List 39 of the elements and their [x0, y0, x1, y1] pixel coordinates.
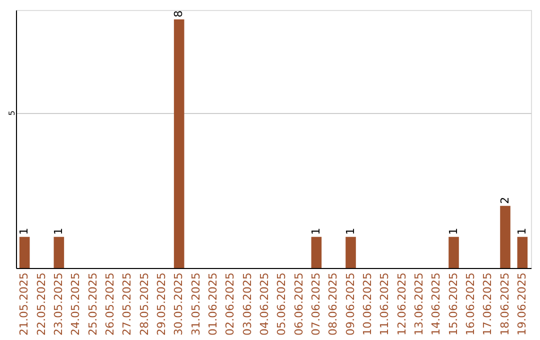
x-tick-label: 30.05.2025: [172, 272, 186, 336]
x-tick-label: 01.06.2025: [206, 272, 220, 336]
x-tick-label: 19.06.2025: [515, 272, 528, 336]
x-tick-label: 06.06.2025: [292, 272, 306, 336]
x-tick-label: 24.05.2025: [69, 272, 82, 336]
x-tick-label: 13.06.2025: [412, 272, 426, 336]
data-label: 8: [172, 10, 186, 18]
x-tick-label: 12.06.2025: [395, 272, 408, 336]
x-tick-label: 17.06.2025: [481, 272, 494, 336]
x-tick-label: 03.06.2025: [240, 272, 254, 336]
x-tick-label: 25.05.2025: [86, 272, 100, 336]
x-tick-label: 18.06.2025: [498, 272, 512, 336]
y-tick-label: 5: [8, 110, 16, 116]
data-label: 2: [498, 196, 512, 204]
x-tick-label: 10.06.2025: [360, 272, 374, 336]
data-label: 1: [515, 228, 528, 235]
x-tick-label: 22.05.2025: [34, 272, 48, 336]
x-tick-label: 04.06.2025: [258, 272, 271, 336]
data-label: 1: [344, 228, 357, 235]
x-tick-label: 31.05.2025: [189, 272, 202, 336]
data-label: 1: [446, 228, 460, 235]
x-tick-label: 29.05.2025: [154, 272, 168, 336]
x-tick-label: 09.06.2025: [344, 272, 357, 336]
x-tick-label: 02.06.2025: [224, 272, 237, 336]
x-tick-label: 08.06.2025: [326, 272, 340, 336]
x-tick-label: 16.06.2025: [464, 272, 477, 336]
x-tick-label: 15.06.2025: [446, 272, 460, 336]
x-tick-label: 07.06.2025: [309, 272, 322, 336]
x-tick-label: 11.06.2025: [378, 272, 392, 336]
x-tick-label: 21.05.2025: [18, 272, 31, 336]
x-tick-label: 23.05.2025: [52, 272, 65, 336]
x-tick-label: 14.06.2025: [430, 272, 443, 336]
data-label: 1: [18, 228, 31, 235]
x-tick-label: 05.06.2025: [275, 272, 288, 336]
data-label: 1: [309, 228, 322, 235]
x-tick-label: 28.05.2025: [138, 272, 151, 336]
data-label: 1: [52, 228, 65, 235]
x-tick-label: 27.05.2025: [120, 272, 134, 336]
x-tick-label: 26.05.2025: [103, 272, 116, 336]
